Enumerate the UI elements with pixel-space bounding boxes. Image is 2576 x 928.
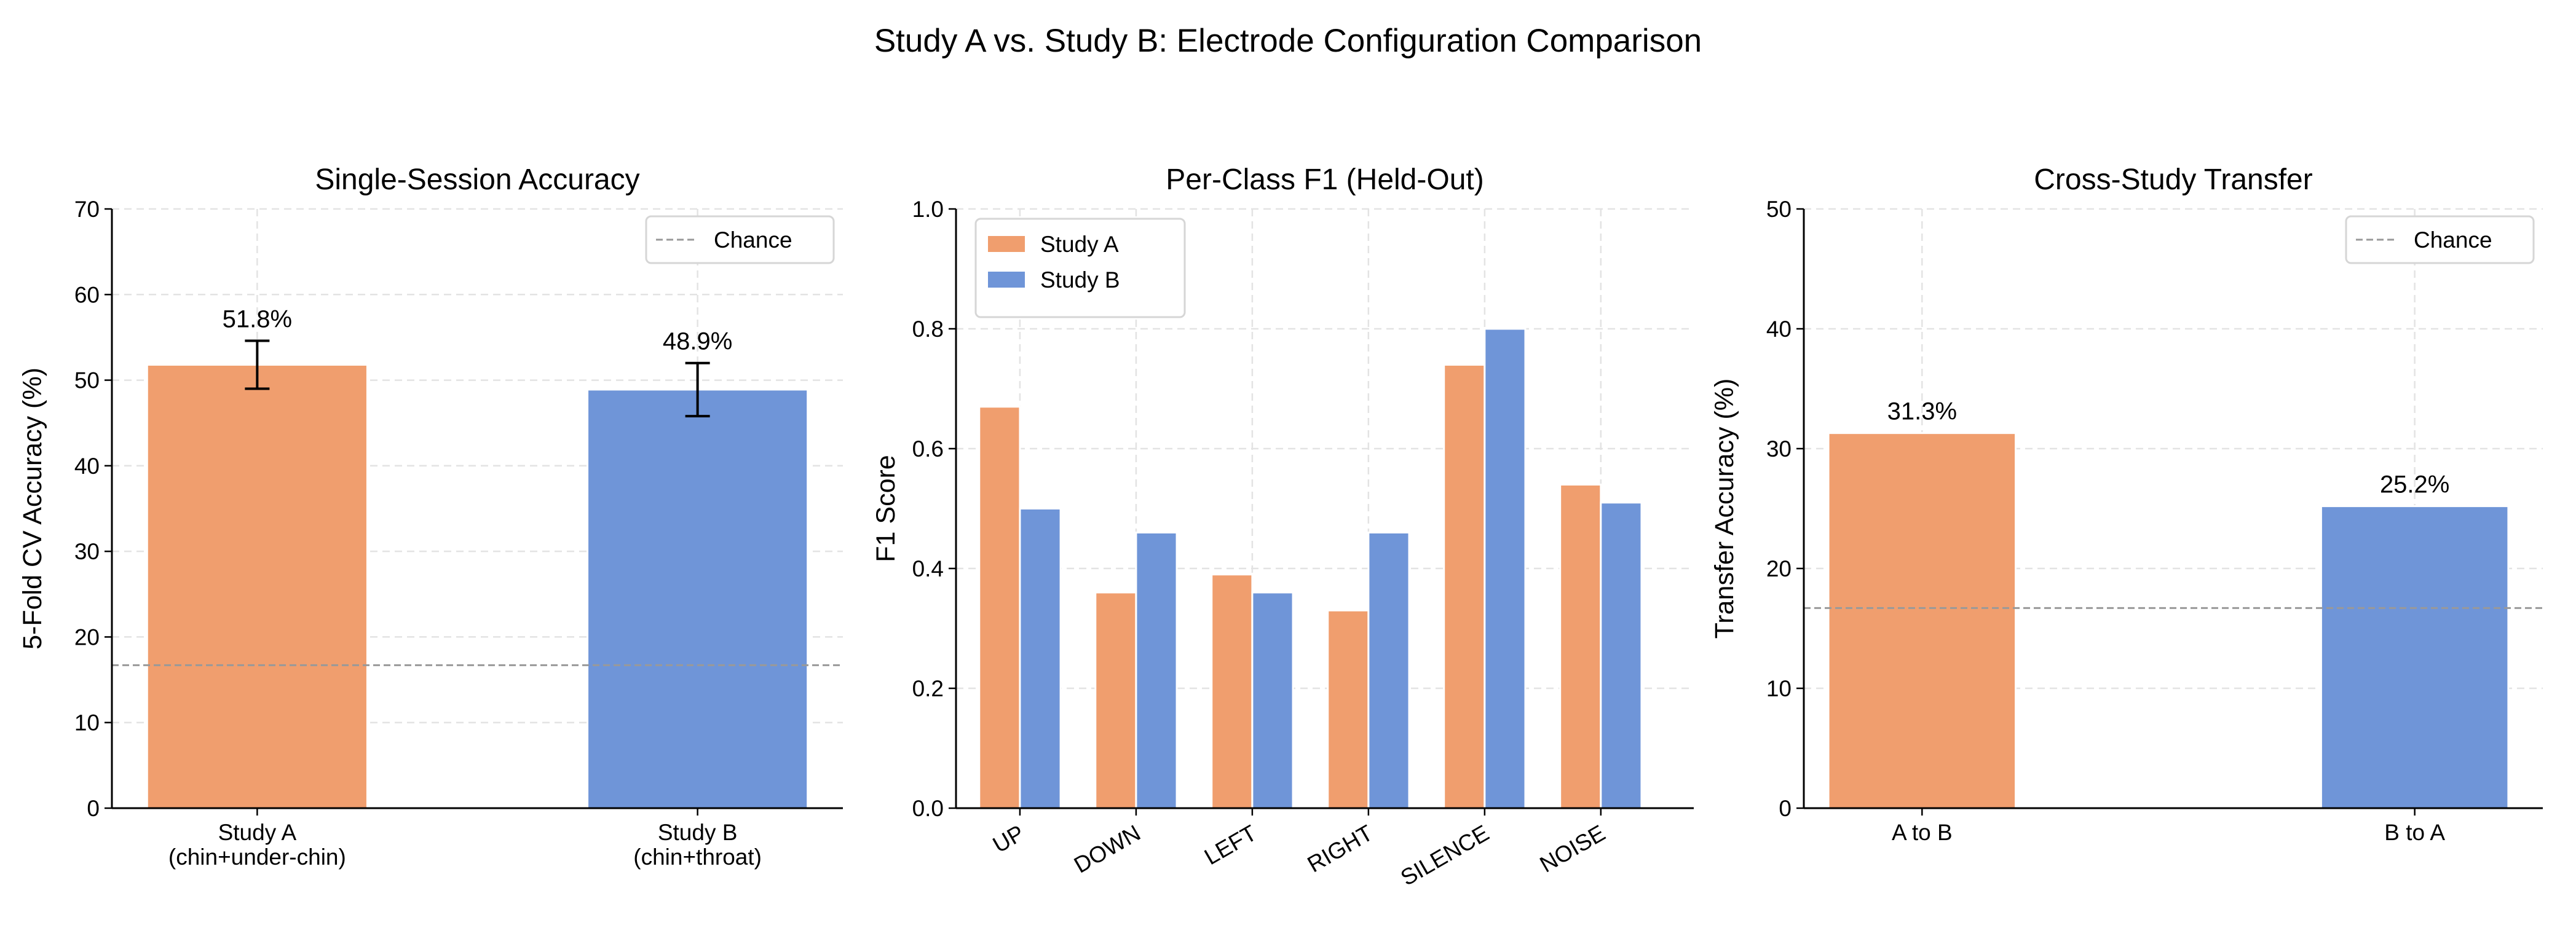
bar-0 xyxy=(1827,432,2017,809)
x-tick-label: UP xyxy=(989,820,1029,857)
bar-study-b-right xyxy=(1367,532,1410,809)
legend-label: Study A xyxy=(1040,232,1119,257)
data-label: 51.8% xyxy=(223,306,292,333)
y-tick-label: 20 xyxy=(1766,556,1792,581)
y-tick-label: 1.0 xyxy=(912,197,944,222)
bar-study-a-up xyxy=(978,406,1021,809)
y-tick-label: 70 xyxy=(74,197,100,222)
panel-title: Single-Session Accuracy xyxy=(315,163,639,196)
legend-chance-label: Chance xyxy=(714,227,792,253)
legend-box xyxy=(2345,215,2535,264)
bar-study-b-left xyxy=(1251,591,1294,809)
bar-study-b-up xyxy=(1019,508,1062,809)
panel-cross-study: 0 10 20 30 40 50 31.3% A to B 25.2% B to A Chance C… xyxy=(1710,163,2543,845)
legend-swatch xyxy=(988,272,1025,288)
legend-swatch xyxy=(988,236,1025,252)
bar-study-a-silence xyxy=(1443,364,1486,809)
y-tick-label: 0.0 xyxy=(912,796,944,821)
bar-study-b-silence xyxy=(1484,328,1527,809)
y-tick-label: 0.2 xyxy=(912,676,944,701)
legend-chance-label: Chance xyxy=(2414,227,2492,253)
y-tick-label: 40 xyxy=(74,454,100,479)
bar-study-a-down xyxy=(1094,591,1137,809)
bar-study-a-left xyxy=(1211,573,1254,809)
y-tick-label: 50 xyxy=(1766,197,1792,222)
y-tick-label: 0 xyxy=(87,796,100,821)
panel-single-session: 0 10 20 30 40 50 60 70 51.8% Study A(chin+under-c… xyxy=(18,163,843,870)
y-tick-label: 10 xyxy=(74,710,100,736)
legend-box xyxy=(974,218,1186,318)
x-tick-label: A to B xyxy=(1892,820,1953,845)
y-tick-label: 10 xyxy=(1766,676,1792,701)
legend-box xyxy=(645,215,835,264)
x-tick-label: RIGHT xyxy=(1303,820,1377,877)
y-tick-label: 0 xyxy=(1779,796,1792,821)
legend-label: Study B xyxy=(1040,267,1120,293)
y-tick-label: 0.6 xyxy=(912,436,944,462)
panel-title: Per-Class F1 (Held-Out) xyxy=(1166,163,1484,196)
bar-study-a-right xyxy=(1327,609,1370,809)
y-axis-label: 5-Fold CV Accuracy (%) xyxy=(18,368,47,650)
bar-1 xyxy=(587,388,809,809)
x-tick-label: Study B xyxy=(658,820,738,845)
panel-title: Cross-Study Transfer xyxy=(2034,163,2312,196)
x-tick-label: DOWN xyxy=(1070,820,1145,878)
bar-0 xyxy=(146,364,368,809)
x-tick-label: (chin+throat) xyxy=(633,844,762,870)
panel-per-class-f1: 0.0 0.2 0.4 0.6 0.8 1.0 UP DOWN LEFT RIGHT SILENCE… xyxy=(871,163,1694,891)
y-axis-label: Transfer Accuracy (%) xyxy=(1710,379,1739,639)
bar-study-b-down xyxy=(1135,532,1178,809)
y-axis-label: F1 Score xyxy=(871,455,901,562)
y-tick-label: 20 xyxy=(74,624,100,650)
data-label: 25.2% xyxy=(2380,471,2449,498)
x-tick-label: LEFT xyxy=(1200,820,1261,870)
bar-study-b-noise xyxy=(1600,501,1643,809)
bar-1 xyxy=(2320,505,2510,809)
y-tick-label: 30 xyxy=(74,539,100,564)
data-label: 31.3% xyxy=(1887,398,1957,425)
x-tick-label: (chin+under-chin) xyxy=(168,844,346,870)
bar-study-a-noise xyxy=(1559,484,1602,809)
y-tick-label: 0.4 xyxy=(912,556,944,581)
x-tick-label: NOISE xyxy=(1536,820,1610,877)
y-tick-label: 30 xyxy=(1766,436,1792,462)
y-tick-label: 40 xyxy=(1766,317,1792,342)
y-tick-label: 0.8 xyxy=(912,317,944,342)
x-tick-label: B to A xyxy=(2384,820,2445,845)
x-tick-label: SILENCE xyxy=(1396,820,1493,891)
y-tick-label: 50 xyxy=(74,368,100,393)
x-tick-label: Study A xyxy=(218,820,297,845)
data-label: 48.9% xyxy=(663,328,732,355)
y-tick-label: 60 xyxy=(74,282,100,307)
figure-suptitle: Study A vs. Study B: Electrode Configura… xyxy=(874,23,1702,59)
